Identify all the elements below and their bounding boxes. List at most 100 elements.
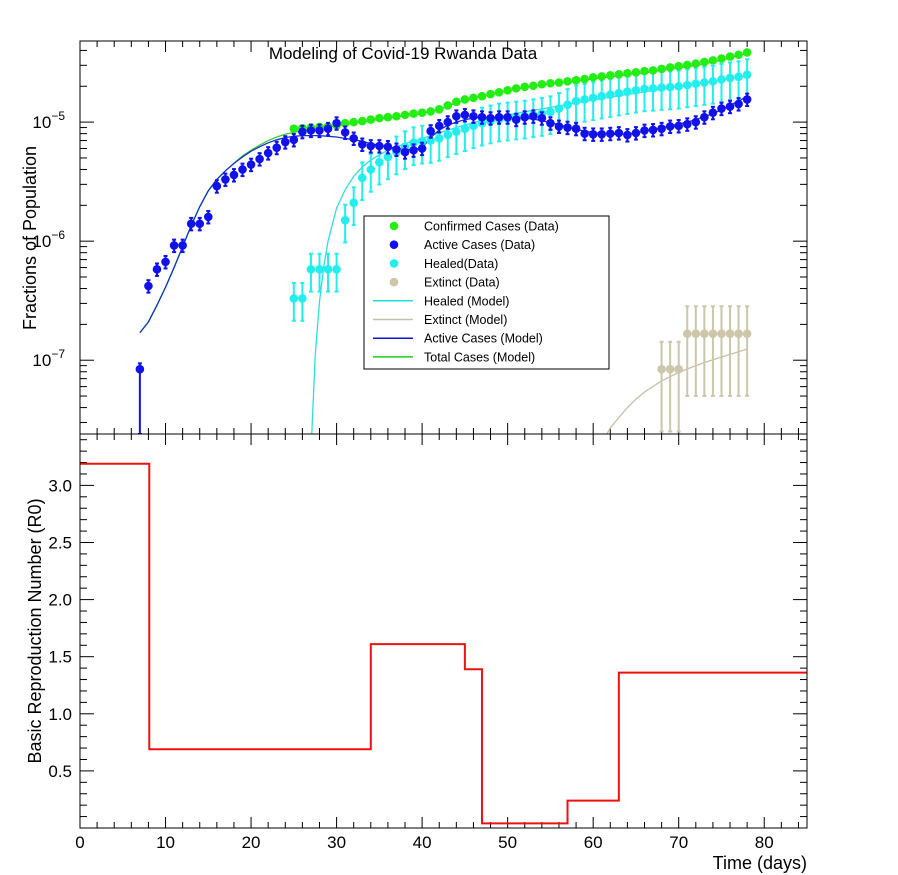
confirmed-cases-data-point <box>640 66 649 76</box>
active-cases-data-point <box>460 110 470 120</box>
extinct-data-point <box>725 329 735 338</box>
active-cases-data-point <box>229 170 239 180</box>
confirmed-cases-data-point <box>734 50 743 60</box>
bottom-y-tick-label: 1.0 <box>48 705 72 724</box>
top-panel-ticks <box>79 41 807 434</box>
legend-label: Healed (Model) <box>424 294 509 308</box>
legend-marker <box>389 277 399 287</box>
healed-data-point <box>357 173 367 183</box>
confirmed-cases-data-point <box>691 59 701 68</box>
r0-step-line <box>80 462 807 825</box>
top-y-axis-title: Fractions of Population <box>20 146 40 330</box>
confirmed-cases-data-point <box>520 82 530 92</box>
active-cases-data-point <box>529 111 538 121</box>
confirmed-cases-data-point <box>434 105 444 114</box>
confirmed-cases-data-point <box>340 118 350 128</box>
active-cases-data-point <box>280 137 290 147</box>
healed-data-point <box>298 294 307 303</box>
confirmed-cases-data-point <box>392 111 401 121</box>
active-cases-data-point <box>597 129 607 139</box>
extinct-data-point <box>717 329 726 338</box>
healed-data-point <box>588 93 598 103</box>
bottom-y-tick-labels: 0.5 1.0 1.5 2.0 2.5 3.0 <box>48 476 72 781</box>
active-cases-data-point <box>443 117 453 127</box>
healed-data-point <box>452 127 461 137</box>
active-cases-data-point <box>605 129 615 138</box>
confirmed-cases-data-point <box>357 116 367 126</box>
active-cases-data-point <box>323 124 333 134</box>
bottom-y-tick-label: 0.5 <box>48 762 72 781</box>
active-cases-data-point <box>426 126 435 136</box>
extinct-data-point <box>674 364 684 374</box>
active-cases-data-point <box>648 125 658 135</box>
confirmed-cases-data-point <box>580 74 589 84</box>
healed-data-point <box>417 136 427 146</box>
healed-data-point <box>563 100 572 110</box>
bottom-y-tick-label: 1.5 <box>48 648 72 667</box>
active-cases-data-point <box>135 364 145 374</box>
active-cases-data-point <box>255 154 264 164</box>
active-cases-data-point <box>263 148 273 158</box>
active-cases-data-point <box>195 219 205 229</box>
confirmed-cases-data-point <box>426 107 435 116</box>
legend-label: Active Cases (Data) <box>424 238 535 252</box>
active-cases-data-point <box>503 112 512 122</box>
extinct-data-point <box>708 329 718 338</box>
active-cases-data-point <box>169 241 179 250</box>
active-cases-data-point <box>357 140 367 149</box>
healed-data-point <box>734 72 743 82</box>
active-cases-data-point <box>246 160 256 169</box>
healed-data-point <box>648 84 658 93</box>
active-cases-data-point <box>742 95 752 104</box>
legend-label: Active Cases (Model) <box>424 332 543 346</box>
confirmed-cases-data-point <box>571 75 581 85</box>
bottom-y-axis-title: Basic Reproduction Number (R0) <box>25 498 45 763</box>
legend: Confirmed Cases (Data) Active Cases (Data… <box>363 215 610 370</box>
extinct-data-point <box>734 329 743 338</box>
active-cases-data-point <box>614 128 624 138</box>
active-cases-data-point <box>631 128 641 138</box>
active-cases-data-point <box>392 145 401 154</box>
active-cases-data-point <box>409 145 418 155</box>
legend-entries: Confirmed Cases (Data) Active Cases (Data… <box>373 220 559 364</box>
active-cases-data-point <box>734 99 743 109</box>
active-cases-data-point <box>161 257 170 267</box>
active-cases-data-point <box>315 126 324 135</box>
healed-data-point <box>434 134 444 143</box>
active-cases-data-point <box>238 165 247 174</box>
active-cases-data-point <box>580 129 589 138</box>
legend-label: Extinct (Model) <box>424 313 507 327</box>
active-cases-data-point <box>349 134 358 143</box>
healed-data-point <box>717 75 726 84</box>
confirmed-cases-data-point <box>443 101 453 110</box>
top-y-tick-label: 10−5 <box>32 109 65 132</box>
healed-data-point <box>323 265 333 274</box>
extinct-data-point <box>657 364 666 374</box>
active-cases-data-point <box>203 212 213 222</box>
healed-data-point <box>665 82 675 92</box>
healed-data-point <box>366 165 376 174</box>
confirmed-cases-data-point <box>400 110 410 120</box>
active-cases-data-point <box>537 113 547 123</box>
active-cases-data-point <box>486 113 495 123</box>
confirmed-cases-data-point <box>486 89 495 99</box>
active-cases-data-point <box>477 112 487 122</box>
active-cases-data-point <box>665 122 675 131</box>
healed-data-point <box>554 104 564 113</box>
active-cases-data-point <box>511 115 521 124</box>
confirmed-cases-data-point <box>665 63 675 72</box>
confirmed-cases-data-point <box>717 54 726 63</box>
bottom-panel-ticks <box>79 434 807 828</box>
extinct-model-line <box>606 348 748 434</box>
confirmed-cases-data-point <box>537 79 547 89</box>
active-cases-data-point <box>657 124 666 134</box>
active-cases-data-point <box>452 111 461 121</box>
confirmed-cases-data-point <box>383 112 393 122</box>
confirmed-cases-data-point <box>503 85 512 95</box>
top-panel: Modeling of Covid-19 Rwanda Data Fractio… <box>20 40 808 435</box>
confirmed-cases-data-point <box>477 91 487 101</box>
confirmed-cases-data-point <box>605 71 615 80</box>
active-cases-data-point <box>306 126 316 135</box>
healed-data-point <box>315 265 324 274</box>
